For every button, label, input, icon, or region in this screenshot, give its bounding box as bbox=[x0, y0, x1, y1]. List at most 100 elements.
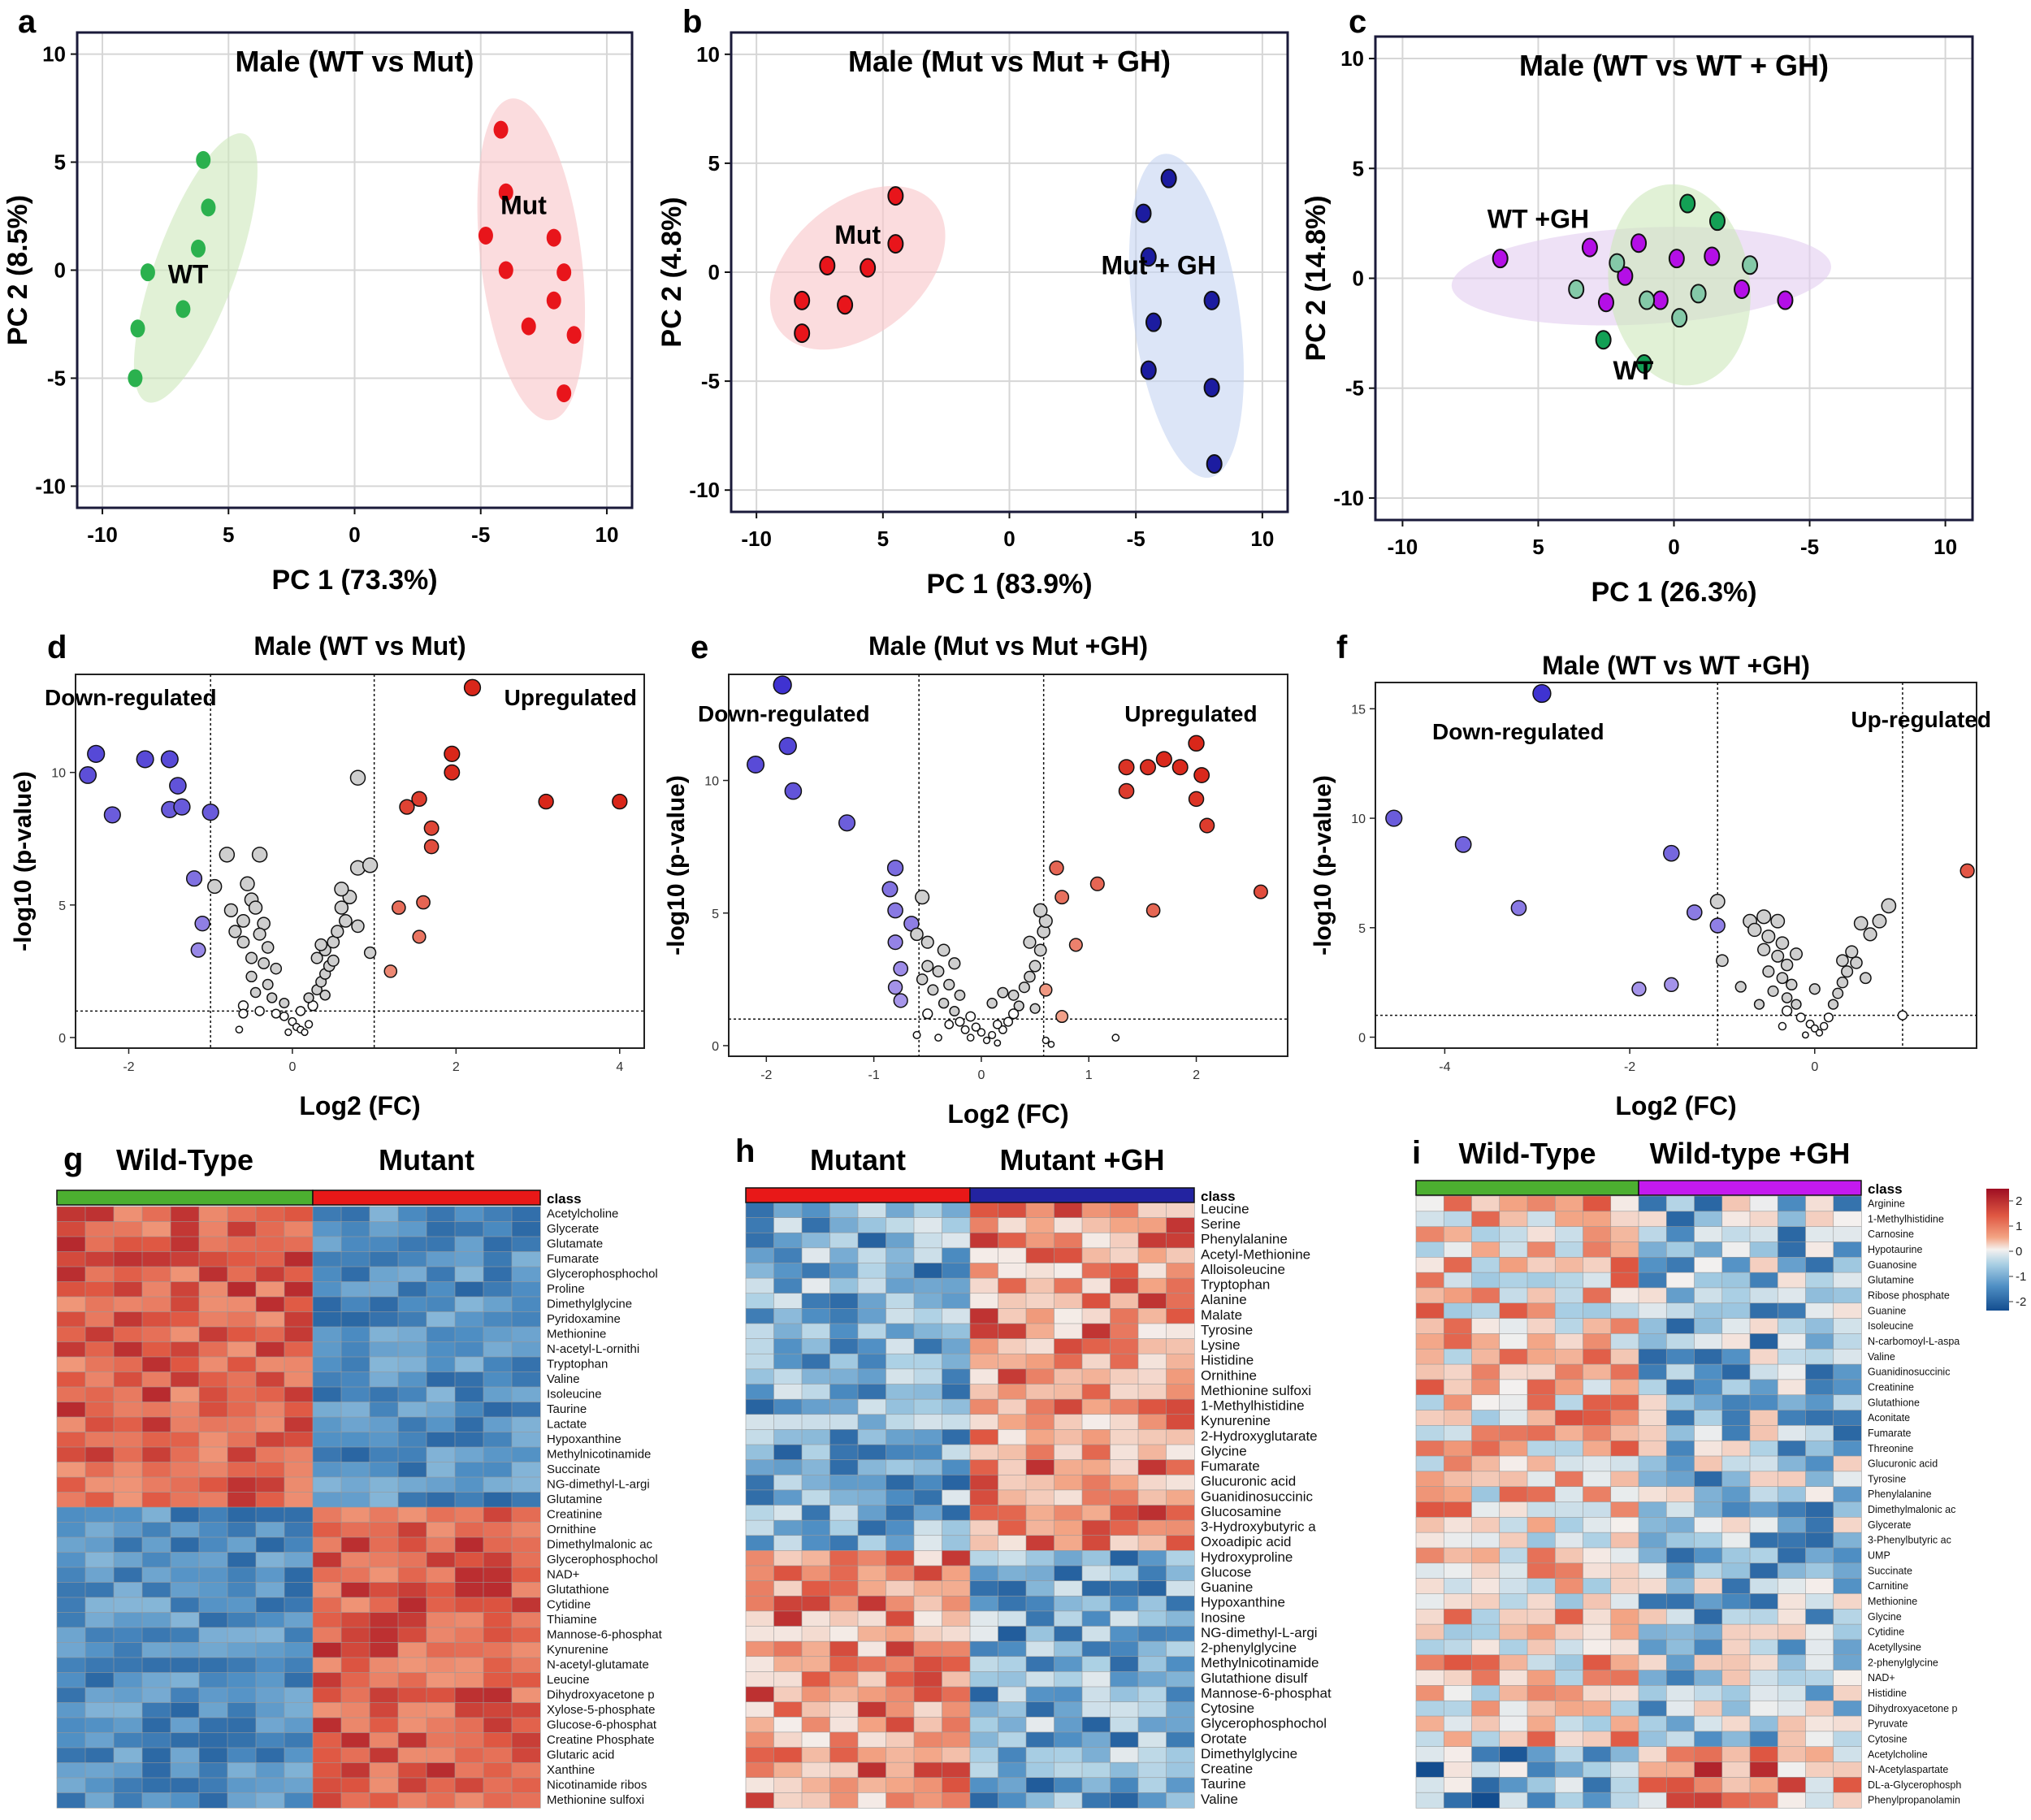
nonsignificant-point bbox=[261, 941, 275, 954]
heatmap-cell bbox=[141, 1402, 171, 1418]
nonsignificant-point bbox=[997, 986, 1009, 999]
heatmap-cell bbox=[998, 1202, 1027, 1219]
heatmap-cell bbox=[1443, 1792, 1473, 1809]
heatmap-cell bbox=[1054, 1217, 1083, 1233]
heatmap-cell bbox=[1081, 1429, 1111, 1445]
heatmap-cell bbox=[1694, 1562, 1723, 1580]
heatmap-cell bbox=[969, 1338, 999, 1354]
heatmap-cell bbox=[1137, 1701, 1167, 1718]
heatmap-cell bbox=[1526, 1715, 1556, 1732]
heatmap-cell bbox=[426, 1462, 456, 1478]
heatmap-cell bbox=[942, 1762, 971, 1779]
nonsignificant-point bbox=[1819, 1021, 1829, 1031]
row-label: Leucine bbox=[1201, 1201, 1249, 1216]
heatmap-cell bbox=[1805, 1623, 1834, 1640]
heatmap-cell bbox=[227, 1221, 257, 1237]
heatmap-cell bbox=[1137, 1550, 1167, 1566]
data-point bbox=[1568, 280, 1585, 300]
heatmap-cell bbox=[198, 1311, 228, 1328]
heatmap-cell bbox=[1166, 1338, 1195, 1354]
nonsignificant-point bbox=[1815, 1029, 1824, 1037]
heatmap-cell bbox=[426, 1296, 456, 1313]
heatmap-cell bbox=[1443, 1440, 1473, 1457]
group-title-1: Wild-type +GH bbox=[1650, 1137, 1851, 1170]
heatmap-cell bbox=[369, 1536, 399, 1554]
heatmap-cell bbox=[454, 1597, 484, 1614]
heatmap-cell bbox=[511, 1251, 541, 1268]
heatmap-cell bbox=[1110, 1671, 1139, 1688]
heatmap-cell bbox=[1054, 1535, 1083, 1551]
heatmap-cell bbox=[454, 1281, 484, 1298]
heatmap-cell bbox=[227, 1657, 257, 1674]
downregulated-point bbox=[887, 902, 903, 919]
downregulated-point bbox=[1631, 982, 1647, 997]
heatmap-cell bbox=[227, 1311, 257, 1328]
heatmap-cell bbox=[773, 1308, 803, 1324]
heatmap-cell bbox=[1721, 1363, 1751, 1380]
nonsignificant-point bbox=[251, 847, 268, 863]
heatmap-cell bbox=[1137, 1580, 1167, 1597]
data-point bbox=[1679, 193, 1696, 214]
heatmap-cell bbox=[284, 1506, 314, 1523]
heatmap-cell bbox=[1054, 1610, 1083, 1627]
heatmap-cell bbox=[1694, 1639, 1723, 1656]
heatmap-cell bbox=[1415, 1394, 1444, 1411]
heatmap-cell bbox=[1665, 1685, 1695, 1701]
x-tick-label: 0 bbox=[1811, 1060, 1818, 1074]
heatmap-cell bbox=[1025, 1323, 1055, 1340]
heatmap-cell bbox=[198, 1476, 228, 1493]
heatmap-cell bbox=[1025, 1338, 1055, 1354]
heatmap-cell bbox=[1721, 1287, 1751, 1304]
heatmap-cell bbox=[312, 1642, 342, 1658]
heatmap-cell bbox=[1610, 1762, 1639, 1778]
heatmap-cell bbox=[913, 1217, 943, 1233]
heatmap-cell bbox=[1805, 1517, 1834, 1533]
x-tick-label: 10 bbox=[1250, 526, 1274, 551]
heatmap-cell bbox=[998, 1610, 1027, 1627]
heatmap-cell bbox=[1721, 1670, 1751, 1686]
heatmap-cell bbox=[426, 1657, 456, 1674]
heatmap-cell bbox=[942, 1232, 971, 1249]
nonsignificant-point bbox=[1860, 972, 1872, 985]
nonsignificant-point bbox=[1795, 1012, 1806, 1023]
heatmap-cell bbox=[255, 1642, 285, 1658]
heatmap-cell bbox=[1583, 1333, 1612, 1350]
heatmap-cell bbox=[227, 1296, 257, 1313]
heatmap-cell bbox=[84, 1762, 115, 1779]
heatmap-cell bbox=[969, 1353, 999, 1370]
heatmap-cell bbox=[255, 1236, 285, 1253]
heatmap-cell bbox=[84, 1702, 115, 1718]
nonsignificant-point bbox=[266, 992, 278, 1003]
heatmap-cell bbox=[857, 1414, 887, 1430]
heatmap-cell bbox=[284, 1356, 314, 1373]
heatmap-cell bbox=[1415, 1195, 1444, 1212]
heatmap-cell bbox=[1583, 1654, 1612, 1671]
row-label: Taurine bbox=[1201, 1776, 1246, 1792]
heatmap-cell bbox=[426, 1251, 456, 1268]
heatmap-cell bbox=[969, 1277, 999, 1294]
heatmap-cell bbox=[1665, 1792, 1695, 1809]
heatmap-cell bbox=[1081, 1747, 1111, 1763]
heatmap-cell bbox=[483, 1536, 513, 1554]
heatmap-cell bbox=[170, 1236, 200, 1253]
heatmap-cell bbox=[773, 1459, 803, 1476]
heatmap-cell bbox=[998, 1232, 1027, 1249]
data-point bbox=[498, 261, 513, 280]
heatmap-cell bbox=[1665, 1302, 1695, 1320]
heatmap-cell bbox=[1554, 1547, 1584, 1564]
heatmap-cell bbox=[913, 1505, 943, 1521]
heatmap-cell bbox=[397, 1657, 427, 1674]
heatmap-cell bbox=[913, 1368, 943, 1385]
heatmap-cell bbox=[1471, 1532, 1501, 1549]
heatmap-cell bbox=[969, 1701, 999, 1718]
heatmap-cell bbox=[454, 1672, 484, 1688]
data-point bbox=[837, 295, 854, 315]
heatmap-cell bbox=[998, 1353, 1027, 1370]
y-tick-label: 0 bbox=[1358, 1032, 1366, 1046]
heatmap-cell bbox=[773, 1505, 803, 1521]
upregulated-point bbox=[538, 793, 554, 810]
heatmap-cell bbox=[1833, 1517, 1862, 1533]
heatmap-cell bbox=[1166, 1444, 1195, 1461]
heatmap-cell bbox=[1499, 1746, 1528, 1763]
heatmap-cell bbox=[284, 1462, 314, 1478]
